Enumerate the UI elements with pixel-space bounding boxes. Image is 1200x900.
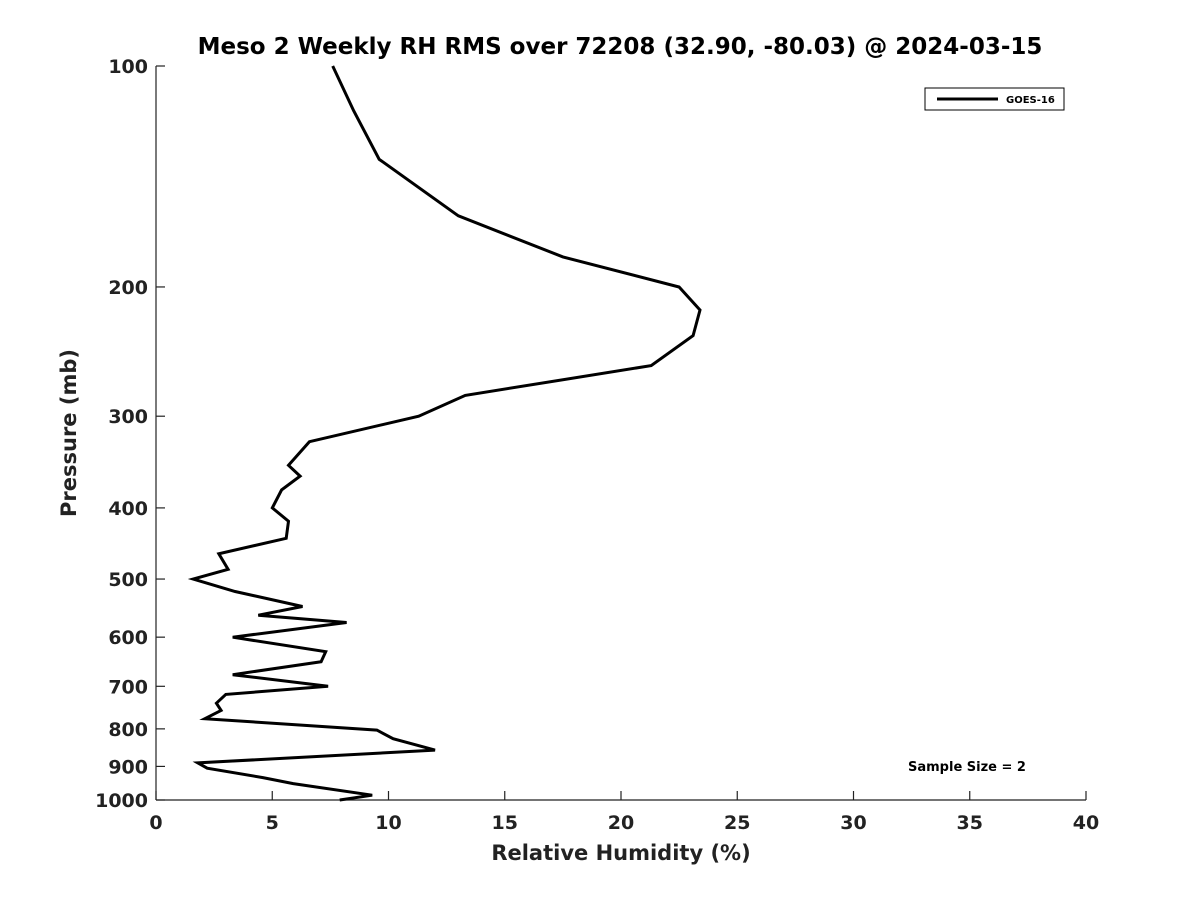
sample-size-annotation: Sample Size = 2 — [908, 760, 1026, 775]
x-axis-label: Relative Humidity (%) — [491, 841, 750, 865]
y-tick-label: 200 — [108, 277, 148, 299]
y-tick-label: 1000 — [95, 790, 148, 812]
y-tick-label: 500 — [108, 569, 148, 591]
x-tick-label: 0 — [149, 812, 162, 834]
y-tick-label: 700 — [108, 676, 148, 698]
x-tick-label: 40 — [1073, 812, 1099, 834]
legend: GOES-16 — [924, 87, 1065, 111]
x-tick-label: 5 — [266, 812, 279, 834]
y-tick-label: 900 — [108, 756, 148, 778]
y-tick-label: 800 — [108, 719, 148, 741]
series-layer — [187, 65, 702, 802]
x-tick-label: 30 — [840, 812, 866, 834]
plot-background — [156, 66, 1086, 800]
x-tick-label: 15 — [492, 812, 518, 834]
y-tick-label: 100 — [108, 56, 148, 78]
y-tick-label: 600 — [108, 627, 148, 649]
chart-title: Meso 2 Weekly RH RMS over 72208 (32.90, … — [198, 34, 1043, 60]
series-line-goes-16 — [187, 65, 702, 802]
plot-area — [155, 66, 1086, 801]
y-tick-label: 400 — [108, 498, 148, 520]
x-tick-label: 25 — [724, 812, 750, 834]
legend-label-goes-16: GOES-16 — [1006, 95, 1055, 106]
x-tick-label: 10 — [375, 812, 401, 834]
y-tick-label: 300 — [108, 406, 148, 428]
x-tick-label: 20 — [608, 812, 634, 834]
y-axis-ticks: 100 200 300 400 500 600 700 800 900 1000 — [95, 56, 165, 812]
x-axis-ticks: 0 5 10 15 20 25 30 35 40 — [149, 791, 1099, 834]
y-axis-label: Pressure (mb) — [57, 349, 81, 517]
x-tick-label: 35 — [957, 812, 983, 834]
